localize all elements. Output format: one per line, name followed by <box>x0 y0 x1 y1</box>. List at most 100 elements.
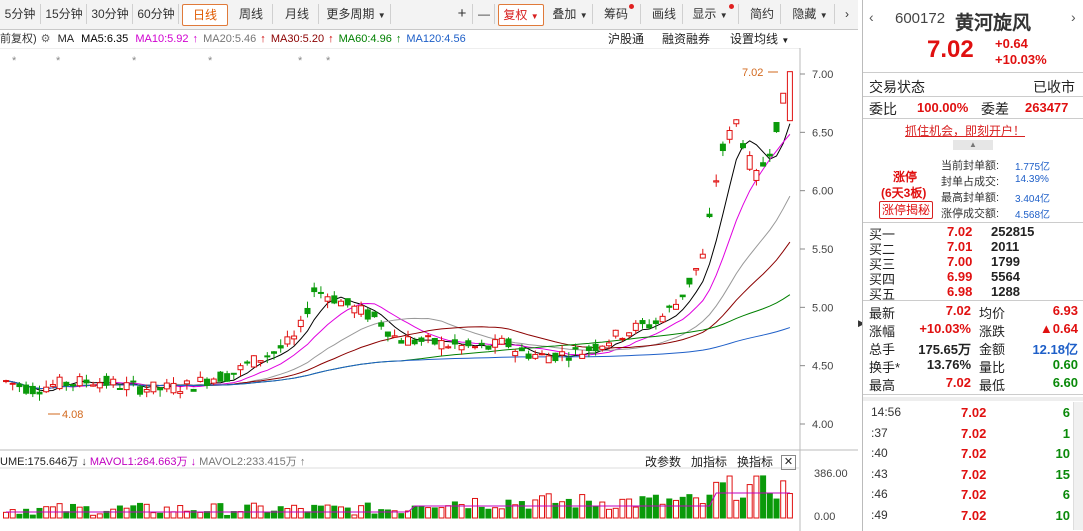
tick-volume: 6 <box>1062 487 1070 502</box>
volume-bar <box>498 508 505 519</box>
candle-body <box>599 345 606 350</box>
candle-body <box>760 162 767 167</box>
candle-body <box>36 391 43 395</box>
candle-body <box>90 384 97 387</box>
volume-bar <box>9 509 16 519</box>
event-marker-icon: * <box>12 55 17 67</box>
xianshi-button[interactable]: 显示 ▼ <box>688 4 739 24</box>
candle-body <box>291 335 298 340</box>
fuquan-label: 复权 <box>503 8 528 22</box>
diejia-button[interactable]: 叠加 ▼ <box>548 4 593 24</box>
limitup-detail-button[interactable]: 涨停揭秘 <box>879 201 933 219</box>
candle-body <box>545 355 552 364</box>
bid-price: 7.01 <box>947 239 973 254</box>
settings-icon[interactable]: ⚙ <box>40 33 51 45</box>
candle-body <box>773 122 780 133</box>
event-marker-icon: * <box>132 55 137 67</box>
set-ma-button[interactable]: 设置均线 ▼ <box>730 30 789 48</box>
back-arrow-icon[interactable]: ‹ <box>869 9 874 25</box>
forward-arrow-icon[interactable]: › <box>1071 9 1076 25</box>
expand-up-icon[interactable]: ▲ <box>953 140 993 150</box>
candle-body <box>378 322 385 327</box>
candle-body <box>458 344 465 351</box>
volume-bar <box>217 503 224 519</box>
gaicanshu-button[interactable]: 改参数 <box>645 455 682 469</box>
candle-body <box>157 387 164 391</box>
candle-body <box>693 268 700 271</box>
yincang-button[interactable]: 隐藏 ▼ <box>786 4 835 24</box>
candle-body <box>679 294 686 298</box>
promo-link[interactable]: 抓住机会，即刻开户！ <box>905 124 1026 138</box>
hgt-link[interactable]: 沪股通 <box>608 32 645 46</box>
period-more[interactable]: 更多周期 ▼ <box>322 4 391 24</box>
bid-volume: 2011 <box>991 239 1020 254</box>
event-marker-icon: * <box>208 55 213 67</box>
stat-value: 7.02 <box>945 303 971 318</box>
tick-time: :43 <box>871 466 888 481</box>
bid-price: 6.99 <box>947 269 973 284</box>
period-monthly[interactable]: 月线 <box>276 4 319 24</box>
volume-bar <box>699 503 706 519</box>
zoom-in-button[interactable]: + <box>452 4 473 24</box>
candle-body <box>706 213 713 218</box>
stat-label: 换手* <box>869 360 901 375</box>
volume-bar <box>351 514 358 519</box>
period-5min[interactable]: 5分钟 <box>0 4 41 24</box>
period-daily[interactable]: 日线 <box>182 4 228 26</box>
chevron-down-icon: ▼ <box>579 11 588 20</box>
chouma-button[interactable]: 筹码 <box>598 4 641 24</box>
jiazhibiao-button[interactable]: 加指标 <box>691 455 728 469</box>
volume-bar <box>786 493 793 519</box>
quote-panel: ‹ 600172 黄河旋风 › 7.02 +0.64 +10.03% 交易状态 … <box>862 0 1083 531</box>
fuquan-button[interactable]: 复权 ▼ <box>498 4 544 26</box>
volume-bar <box>16 513 23 519</box>
tick-price: 7.02 <box>961 405 987 420</box>
limitup-stat-label: 涨停成交额: <box>941 208 1000 220</box>
rzrq-link[interactable]: 融资融券 <box>662 32 711 46</box>
huaxian-button[interactable]: 画线 <box>646 4 683 24</box>
huanzhibiao-button[interactable]: 换指标 <box>737 455 774 469</box>
kline-chart[interactable]: 7.00 6.50 6.00 5.50 5.00 4.50 4.00 * * * * * * 386.00… <box>0 48 858 531</box>
volume-bar <box>726 475 733 519</box>
volume-bar <box>773 498 780 519</box>
candle-body <box>29 385 36 395</box>
candle-body <box>786 71 793 122</box>
volume-bar <box>3 511 9 519</box>
candle-body <box>277 345 284 349</box>
collapse-panel-icon[interactable]: ▶ <box>858 318 865 332</box>
volume-bar <box>96 513 103 519</box>
volume-bar <box>539 495 545 519</box>
candle-body <box>257 360 264 363</box>
volume-bar <box>492 507 499 519</box>
volume-bar <box>713 481 720 519</box>
volume-bar <box>438 507 445 519</box>
ma120-value: MA120:4.56 <box>406 33 466 45</box>
candle-body <box>652 320 659 324</box>
tick-price: 7.02 <box>961 425 987 441</box>
limitup-label: 涨停 <box>893 170 918 184</box>
period-weekly[interactable]: 周线 <box>230 4 273 24</box>
close-icon[interactable]: ✕ <box>781 455 796 470</box>
event-marker-icon: * <box>298 55 303 67</box>
candle-body <box>170 382 177 394</box>
candle-body <box>364 309 371 320</box>
zoom-out-button[interactable]: — <box>474 4 495 24</box>
limitup-stat-value: 3.404亿 <box>1015 194 1051 205</box>
jianyue-button[interactable]: 简约 <box>744 4 781 24</box>
stat-label: 涨跌 <box>979 324 1006 339</box>
tick-scrollbar[interactable] <box>1073 402 1083 530</box>
candle-body <box>539 353 545 356</box>
bid-volume: 1288 <box>991 284 1020 299</box>
limitup-board: (6天3板) <box>881 186 927 200</box>
bid-label: 买二 <box>869 242 896 257</box>
period-30min[interactable]: 30分钟 <box>88 4 133 24</box>
limitup-stat-label: 最高封单额: <box>941 192 1000 204</box>
candle-body <box>264 355 271 358</box>
volume-bar <box>405 510 411 519</box>
period-15min[interactable]: 15分钟 <box>42 4 87 24</box>
period-60min[interactable]: 60分钟 <box>134 4 179 24</box>
scroll-right-icon[interactable]: › <box>845 7 849 21</box>
candle-body <box>525 353 532 359</box>
tick-volume: 15 <box>1055 466 1070 482</box>
candle-body <box>431 338 438 345</box>
